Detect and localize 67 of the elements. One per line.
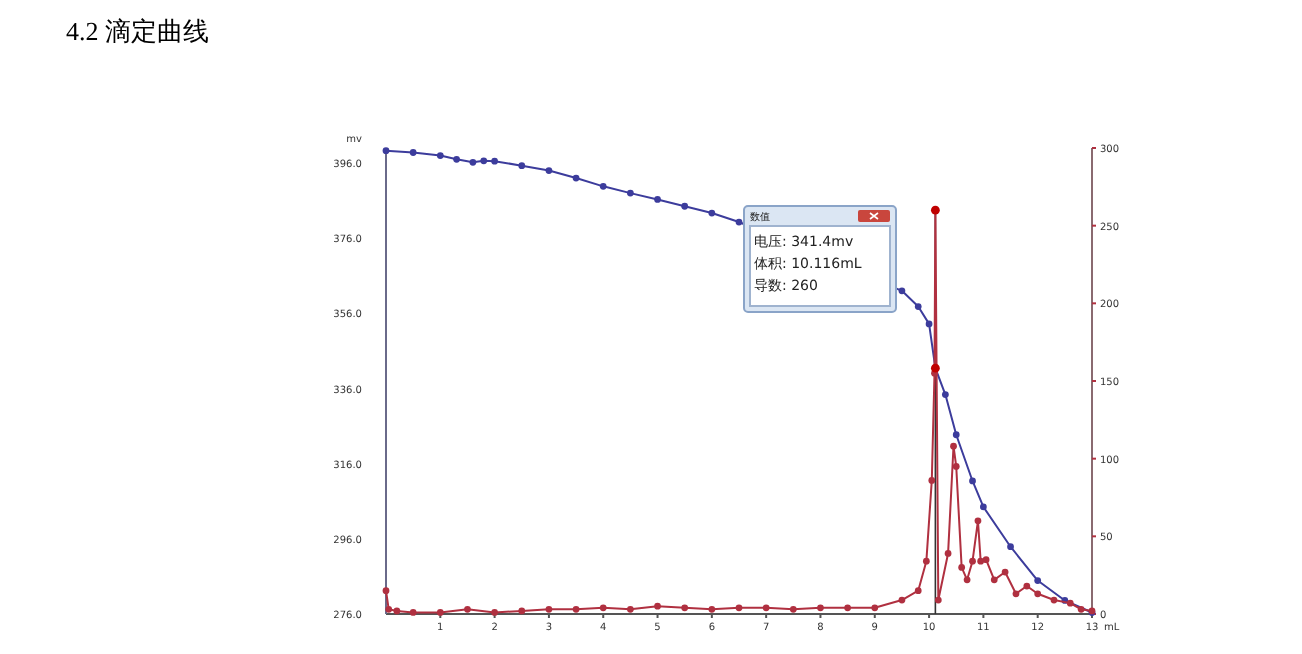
point [572, 174, 580, 182]
point [982, 556, 990, 564]
point [925, 320, 933, 328]
point [898, 287, 906, 295]
point [681, 604, 689, 612]
point [871, 604, 879, 612]
point [627, 605, 634, 613]
point [469, 158, 477, 166]
point [518, 162, 526, 170]
point [409, 609, 417, 616]
point [1001, 568, 1009, 576]
point [958, 564, 966, 571]
point [599, 604, 607, 612]
point [990, 576, 998, 584]
point [762, 604, 770, 612]
point [914, 587, 922, 595]
point [1050, 596, 1058, 604]
point [952, 463, 960, 470]
point [599, 182, 607, 190]
point [969, 477, 976, 485]
point [453, 155, 460, 163]
point [1012, 590, 1020, 598]
point [735, 218, 743, 226]
point [385, 605, 393, 613]
point [1077, 605, 1085, 613]
point [898, 596, 906, 604]
point [708, 209, 716, 217]
point [980, 503, 987, 511]
point [928, 477, 936, 484]
point [393, 607, 401, 615]
point [934, 596, 942, 604]
point [436, 152, 444, 159]
text: 4.2 滴定曲线 [66, 16, 209, 46]
point [941, 391, 949, 398]
point [1034, 577, 1042, 584]
point [977, 557, 985, 565]
point [974, 517, 982, 525]
point [545, 605, 553, 613]
point [654, 602, 661, 610]
point [681, 202, 689, 210]
point [480, 157, 488, 165]
point [950, 442, 957, 450]
point [545, 167, 553, 174]
point [518, 607, 526, 615]
point [952, 431, 960, 439]
point [409, 149, 417, 156]
point [969, 557, 976, 565]
point [382, 587, 390, 595]
point [735, 604, 743, 612]
point [1007, 543, 1014, 551]
point [944, 550, 952, 557]
point [922, 557, 930, 565]
point [1066, 599, 1074, 607]
point [789, 605, 797, 613]
point [1034, 590, 1042, 598]
point [382, 147, 390, 155]
point [708, 605, 716, 613]
point [1023, 582, 1031, 590]
point [627, 189, 634, 197]
point [817, 604, 824, 612]
point [572, 605, 580, 613]
point [464, 605, 471, 613]
point [963, 576, 971, 584]
point [914, 303, 922, 310]
point [844, 604, 851, 612]
point [654, 196, 661, 203]
point [491, 157, 498, 165]
